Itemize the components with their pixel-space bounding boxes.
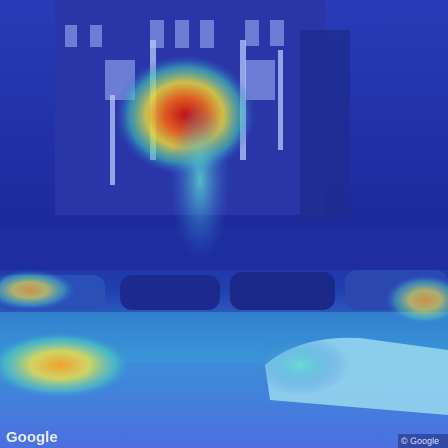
heat-trail (170, 100, 230, 260)
google-logo: Google (6, 429, 58, 446)
windows (65, 20, 284, 100)
copyright-bg (398, 434, 448, 448)
tree (300, 30, 350, 220)
heat-car (250, 335, 350, 395)
heat-left (0, 330, 135, 400)
storefront (0, 230, 448, 270)
heat-left-car (0, 270, 75, 310)
heat-right (385, 275, 448, 325)
copyright: © Google (401, 436, 439, 446)
